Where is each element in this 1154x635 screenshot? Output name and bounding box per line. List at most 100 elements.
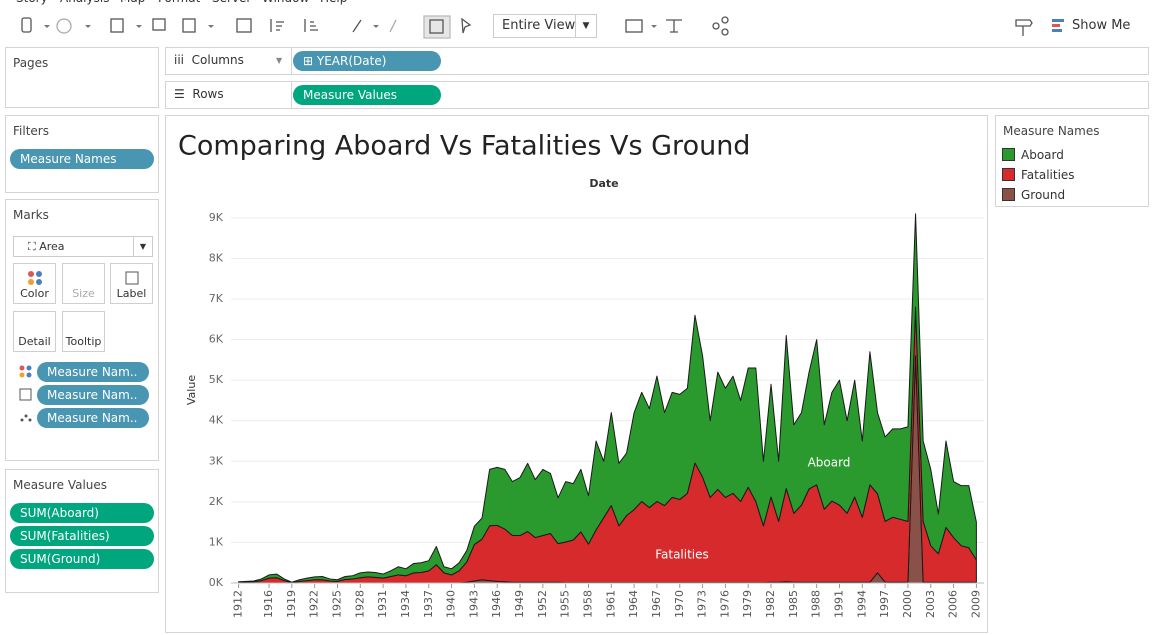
x-tick-label: 1916 [262,590,275,618]
menu-item[interactable]: Window [262,0,309,5]
color-pill[interactable]: Measure Nam.. [37,362,149,382]
legend: Measure Names Aboard Fatalities Ground [995,115,1149,207]
y-tick-label: 3K [209,454,224,467]
x-axis-title: Date [589,177,618,190]
rows-shelf: ☰ Rows Measure Values [165,81,1149,109]
share-icon[interactable] [721,28,729,36]
shelf-arrow: ▼ [276,56,283,65]
x-tick-label: 1976 [718,590,731,618]
detail-button[interactable]: Detail [13,311,56,352]
y-tick-label: 6K [209,333,224,346]
view-size-label: Entire View [502,18,576,33]
measure-pill[interactable]: SUM(Fatalities) [10,526,154,546]
mark-type-dropdown[interactable]: ⛶ Area ▼ [13,236,153,257]
legend-label: Ground [1021,188,1066,202]
refresh-icon[interactable] [56,18,72,34]
x-tick-label: 1919 [285,590,298,618]
menu-item[interactable]: Help [320,0,347,5]
clear-icon[interactable] [182,18,196,33]
card-title: Filters [13,124,49,138]
marks-card: Marks ⛶ Area ▼ Color Size Label Detail To… [5,199,159,461]
labels-button[interactable] [423,15,451,39]
y-tick-label: 0K [209,576,224,589]
menu-item[interactable]: Map [120,0,145,5]
menu-item[interactable]: Server [212,0,251,5]
label-icon [125,271,138,285]
filter-pill[interactable]: Measure Names [10,149,154,169]
menu-item[interactable]: Format [158,0,200,5]
x-tick-label: 1982 [764,590,777,618]
swap-icon[interactable] [236,18,252,33]
x-tick-label: 1973 [696,590,709,618]
legend-title: Measure Names [1003,124,1100,138]
shelf-label: Columns [191,53,244,67]
y-axis-title: Value [185,375,198,405]
label-pill[interactable]: Measure Nam.. [37,385,149,405]
y-tick-label: 4K [209,414,224,427]
tooltip-button[interactable]: Tooltip [62,311,105,352]
y-tick-label: 2K [209,495,224,508]
series-annotation: Fatalities [655,548,709,562]
legend-label: Aboard [1021,148,1064,162]
label-button[interactable]: Label [110,263,153,304]
detail-pill[interactable]: Measure Nam.. [37,408,149,428]
y-tick-label: 7K [209,292,224,305]
size-button[interactable]: Size [62,263,105,304]
sort-asc-icon[interactable] [270,19,284,32]
legend-item[interactable]: Ground [1002,188,1065,202]
x-tick-label: 1988 [810,590,823,618]
presentation-icon[interactable] [625,19,643,33]
pill-icons [19,365,32,422]
x-tick-label: 1931 [376,590,389,618]
x-tick-label: 1994 [855,590,868,618]
x-tick-label: 1964 [627,590,640,618]
mark-type: Area [39,240,65,253]
x-tick-label: 2009 [969,590,982,618]
menu-item[interactable]: Story [16,0,48,5]
x-tick-label: 1985 [787,590,800,618]
show-me-button[interactable]: Show Me [1072,18,1131,33]
measure-pill[interactable]: SUM(Aboard) [10,503,154,523]
card-title: Marks [13,208,49,222]
legend-item[interactable]: Aboard [1002,148,1064,162]
new-sheet-icon[interactable] [110,18,124,33]
highlight-icon[interactable] [352,19,362,33]
color-button[interactable]: Color [13,263,56,304]
columns-shelf: iii Columns ▼ ⊞ YEAR(Date) [165,47,1149,75]
year-pill[interactable]: ⊞ YEAR(Date) [293,51,441,71]
sort-desc-icon[interactable] [304,19,318,32]
format-painter-icon[interactable] [1015,19,1033,36]
y-tick-label: 9K [209,211,224,224]
x-tick-label: 1958 [581,590,594,618]
y-tick-label: 1K [209,535,224,548]
x-tick-label: 1955 [559,590,572,618]
menu-item[interactable]: Analysis [60,0,109,5]
x-tick-label: 1946 [490,590,503,618]
legend-swatch [1002,188,1015,201]
x-tick-label: 1949 [513,590,526,618]
x-tick-label: 1937 [422,590,435,618]
present-mode-icon[interactable] [666,19,682,33]
view-size-dropdown[interactable]: Entire View ▼ [493,14,597,38]
filters-card: Filters Measure Names [5,115,159,193]
columns-label: iii Columns [174,53,244,67]
card-title: Measure Values [13,478,108,492]
legend-item[interactable]: Fatalities [1002,168,1075,182]
duplicate-icon[interactable] [152,18,166,31]
pin-icon[interactable] [461,17,472,34]
measure-pill[interactable]: SUM(Ground) [10,549,154,569]
data-source-icon[interactable] [21,17,32,33]
measure-values-pill[interactable]: Measure Values [293,85,441,105]
divider [291,82,292,108]
measure-values-card: Measure Values SUM(Aboard) SUM(Fatalitie… [5,469,159,593]
button-label: Size [72,287,95,300]
x-tick-label: 1922 [308,590,321,618]
x-tick-label: 1952 [536,590,549,618]
x-tick-label: 1928 [353,590,366,618]
group-icon[interactable] [389,19,397,33]
x-tick-label: 1967 [650,590,663,618]
x-tick-label: 1943 [467,590,480,618]
labels-icon [429,19,444,34]
legend-swatch [1002,168,1015,181]
